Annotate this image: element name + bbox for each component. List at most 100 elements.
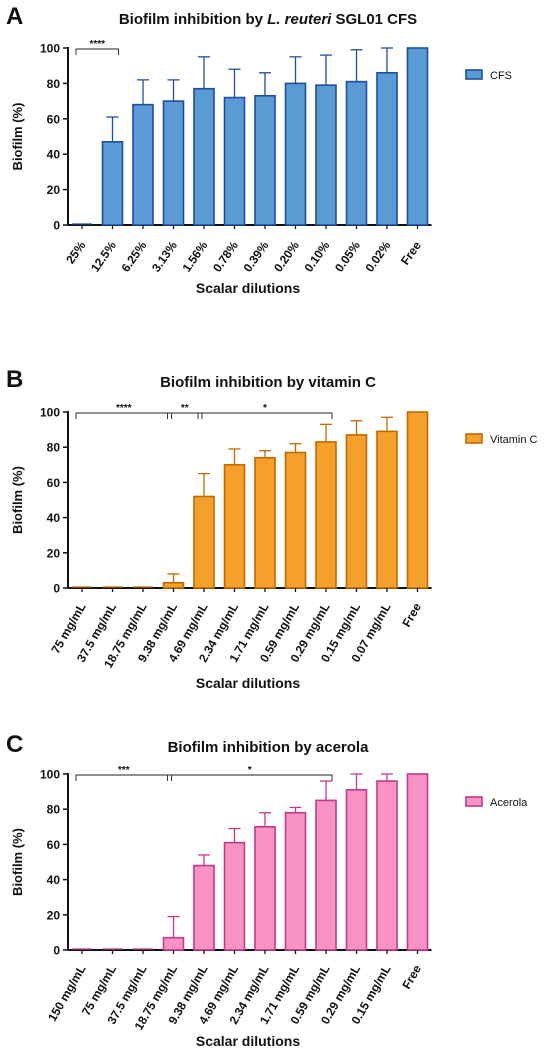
bar bbox=[101, 141, 124, 226]
significance-bracket bbox=[75, 48, 119, 55]
bar bbox=[254, 456, 276, 589]
significance-bracket bbox=[75, 412, 172, 419]
bar bbox=[223, 463, 246, 589]
bar bbox=[376, 780, 398, 951]
chart-title-part: Biofilm inhibition by vitamin C bbox=[160, 374, 376, 391]
bar bbox=[193, 495, 215, 589]
panel-letter: A bbox=[6, 3, 23, 30]
x-tick-label: Free bbox=[398, 238, 424, 267]
chart-panel-a: A Biofilm inhibition by L. reuteri SGL01 … bbox=[6, 3, 512, 296]
chart-title: Biofilm inhibition by acerola bbox=[168, 739, 370, 756]
bar bbox=[284, 82, 307, 226]
legend-swatch bbox=[465, 433, 483, 444]
significance-bracket bbox=[75, 774, 172, 781]
bar bbox=[223, 841, 246, 951]
y-tick-label: 40 bbox=[47, 511, 61, 525]
y-tick-label: 80 bbox=[47, 441, 61, 455]
x-tick-label: 3.13% bbox=[149, 238, 180, 274]
y-tick-label: 20 bbox=[47, 183, 61, 197]
bar bbox=[193, 87, 215, 226]
y-tick-label: 40 bbox=[47, 148, 61, 162]
bar bbox=[345, 789, 368, 951]
y-tick-label: 20 bbox=[47, 908, 61, 922]
x-tick-label: 0.20% bbox=[271, 238, 302, 274]
bar bbox=[315, 84, 337, 226]
x-tick-label: 0.78% bbox=[210, 238, 241, 274]
y-tick-label: 40 bbox=[47, 873, 61, 887]
legend-label: Acerola bbox=[490, 797, 528, 809]
bar bbox=[162, 581, 185, 589]
significance-label: ** bbox=[181, 403, 189, 414]
x-tick-label: 0.10% bbox=[301, 238, 332, 274]
bar bbox=[315, 441, 337, 589]
bar bbox=[162, 936, 185, 951]
legend-label: CFS bbox=[490, 70, 512, 82]
x-tick-label: 0.05% bbox=[332, 238, 363, 274]
panel-letter: C bbox=[6, 731, 23, 758]
y-tick-label: 60 bbox=[47, 476, 61, 490]
x-tick-label: Free bbox=[399, 600, 424, 629]
x-tick-label: 0.02% bbox=[362, 238, 393, 274]
bar bbox=[376, 71, 398, 226]
y-axis-label: Biofilm (%) bbox=[10, 103, 25, 171]
significance-label: *** bbox=[118, 765, 130, 776]
x-tick-label: 6.25% bbox=[118, 238, 149, 274]
x-tick-label: 1.56% bbox=[179, 238, 210, 274]
y-axis-label: Biofilm (%) bbox=[10, 466, 25, 534]
significance-label: * bbox=[248, 765, 252, 776]
bar bbox=[315, 799, 337, 951]
y-tick-label: 100 bbox=[40, 42, 60, 56]
y-tick-label: 0 bbox=[53, 582, 60, 596]
bar bbox=[254, 825, 276, 951]
significance-bracket bbox=[167, 774, 333, 781]
y-tick-label: 100 bbox=[40, 406, 60, 420]
chart-title-part: Biofilm inhibition by acerola bbox=[168, 739, 370, 756]
panel-letter: B bbox=[6, 366, 23, 393]
significance-label: **** bbox=[116, 403, 132, 414]
y-axis-label: Biofilm (%) bbox=[10, 828, 25, 896]
significance-label: **** bbox=[89, 39, 105, 50]
bar bbox=[284, 451, 307, 589]
x-axis-label: Scalar dilutions bbox=[196, 675, 300, 691]
y-tick-label: 0 bbox=[53, 944, 60, 958]
significance-bracket bbox=[197, 412, 333, 419]
significance-bracket bbox=[167, 412, 203, 419]
bar bbox=[254, 94, 276, 226]
y-tick-label: 80 bbox=[47, 803, 61, 817]
bar bbox=[406, 411, 429, 589]
x-tick-label: 25% bbox=[63, 238, 88, 266]
chart-title-part: Biofilm inhibition by bbox=[119, 11, 267, 28]
chart-title: Biofilm inhibition by L. reuteri SGL01 C… bbox=[119, 11, 417, 28]
chart-panel-b: B Biofilm inhibition by vitamin C Biofilm … bbox=[6, 366, 538, 691]
legend-swatch bbox=[465, 796, 483, 807]
bar bbox=[284, 811, 307, 951]
x-axis-label: Scalar dilutions bbox=[196, 1033, 300, 1049]
chart-title: Biofilm inhibition by vitamin C bbox=[160, 374, 376, 391]
chart-panel-c: C Biofilm inhibition by acerola Biofilm (%… bbox=[6, 731, 528, 1049]
bar bbox=[223, 96, 246, 226]
y-tick-label: 60 bbox=[47, 112, 61, 126]
chart-title-part: L. reuteri bbox=[267, 11, 332, 28]
x-tick-label: 0.39% bbox=[240, 238, 271, 274]
bar bbox=[345, 434, 368, 589]
x-axis-label: Scalar dilutions bbox=[196, 280, 300, 296]
chart-title-part: SGL01 CFS bbox=[331, 11, 417, 28]
bar bbox=[406, 47, 429, 226]
bar bbox=[132, 103, 154, 226]
y-tick-label: 60 bbox=[47, 838, 61, 852]
bar bbox=[345, 80, 368, 226]
legend-label: Vitamin C bbox=[490, 434, 538, 446]
x-tick-label: 150 mg/mL bbox=[45, 963, 88, 1024]
bar bbox=[406, 773, 429, 951]
significance-label: * bbox=[263, 403, 267, 414]
y-tick-label: 20 bbox=[47, 546, 61, 560]
bar bbox=[162, 100, 185, 226]
x-tick-label: 12.5% bbox=[88, 238, 119, 274]
legend-swatch bbox=[465, 69, 483, 80]
y-tick-label: 80 bbox=[47, 77, 61, 91]
y-tick-label: 100 bbox=[40, 768, 60, 782]
x-tick-label: Free bbox=[399, 962, 424, 991]
bar bbox=[376, 430, 398, 589]
bar bbox=[193, 864, 215, 951]
